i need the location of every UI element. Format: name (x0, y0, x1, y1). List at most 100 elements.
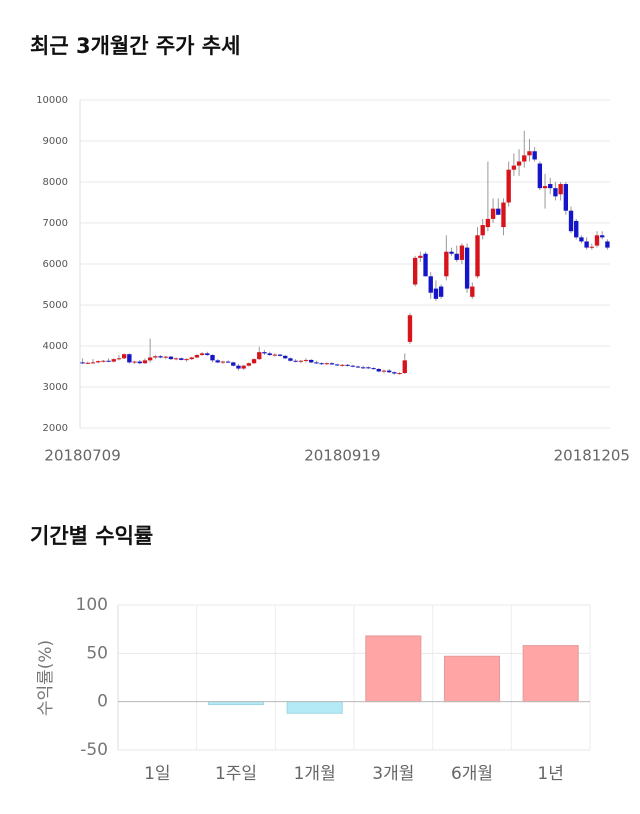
bar (286, 701, 343, 714)
candle-body (168, 356, 174, 360)
candle-body (106, 360, 111, 362)
y-tick-label: 8000 (43, 177, 68, 188)
candle-body (329, 363, 335, 365)
candle-body (116, 358, 122, 360)
candle-body (179, 358, 184, 360)
candle-body (96, 361, 101, 363)
candle-body (298, 360, 304, 362)
bar (522, 645, 579, 703)
candle-body (542, 186, 548, 189)
candle-body (464, 247, 470, 289)
candle-body (340, 364, 345, 366)
x-tick-label: 1주일 (215, 764, 257, 784)
candle-body (132, 361, 137, 363)
candle-body (527, 151, 532, 156)
y-tick-label: 9000 (43, 136, 68, 147)
candle-body (251, 359, 257, 364)
candle-body (90, 362, 96, 364)
candle-body (584, 241, 589, 248)
y-tick-label: 2000 (43, 423, 68, 434)
candle-body (428, 276, 433, 293)
candle-body (563, 184, 569, 211)
candle-body (511, 165, 517, 170)
candle-body (163, 356, 168, 358)
candle-body (589, 246, 594, 248)
candle-body (262, 352, 267, 354)
candle-body (444, 251, 449, 277)
candle-body (423, 253, 428, 277)
candle-body (153, 356, 158, 358)
candle-body (324, 363, 329, 365)
y-tick-label: 5000 (43, 300, 68, 311)
candle-body (412, 257, 418, 285)
candle-body (121, 354, 127, 359)
candle-body (277, 354, 283, 356)
candle-body (553, 188, 558, 197)
candle-body (158, 356, 163, 358)
candle-body (548, 184, 553, 189)
candle-body (215, 360, 220, 363)
candle-body (496, 208, 501, 215)
candle-body (522, 155, 527, 162)
candle-body (558, 184, 563, 195)
candle-body (85, 362, 90, 364)
candle-body (199, 353, 205, 356)
candle-body (80, 362, 85, 364)
candle-body (454, 253, 459, 260)
bar (365, 635, 422, 703)
y-tick-label: 4000 (43, 341, 68, 352)
candle-body (600, 235, 605, 238)
candle-body (345, 364, 350, 366)
candle-body (225, 361, 231, 363)
x-tick-label: 20180919 (304, 447, 380, 465)
candle-body (309, 359, 314, 363)
candle-body (568, 210, 574, 232)
candle-body (101, 360, 106, 362)
candle-body (475, 235, 480, 277)
candle-body (314, 362, 319, 364)
x-tick-label: 1개월 (294, 764, 336, 784)
candle-body (594, 235, 600, 246)
candle-body (127, 354, 132, 363)
candle-body (335, 364, 340, 366)
candle-body (189, 357, 194, 360)
y-tick-label: 0 (97, 692, 108, 712)
candle-body (241, 365, 246, 369)
candle-body (267, 353, 272, 356)
candle-body (246, 363, 252, 366)
candle-body (438, 286, 444, 297)
candle-body (532, 151, 537, 160)
x-tick-label: 20181205 (554, 447, 630, 465)
y-tick-label: 100 (76, 595, 108, 615)
candle-body (402, 360, 407, 374)
candle-body (459, 245, 465, 260)
candle-body (220, 361, 226, 363)
candle-body (137, 361, 142, 364)
candle-body (490, 208, 496, 219)
candle-body (516, 161, 522, 166)
candle-body (485, 218, 491, 228)
candle-body (407, 315, 413, 342)
candle-body (236, 365, 241, 369)
chart-title: 최근 3개월간 주가 추세 (30, 34, 240, 58)
candle-body (173, 358, 179, 360)
x-tick-label: 20180709 (44, 447, 120, 465)
candle-body (257, 352, 262, 360)
candle-body (506, 169, 511, 203)
candle-body (319, 363, 324, 365)
y-tick-label: 10000 (36, 95, 68, 106)
candle-body (350, 365, 355, 367)
candle-body (501, 202, 506, 228)
candle-body (376, 368, 381, 372)
x-tick-label: 6개월 (451, 764, 493, 784)
candle-body (303, 359, 309, 361)
y-tick-label: 3000 (43, 382, 68, 393)
candle-body (366, 367, 371, 369)
candle-body (111, 359, 116, 362)
candle-body (210, 355, 215, 361)
candle-body (142, 360, 148, 364)
y-tick-label: 50 (86, 643, 108, 663)
candle-body (449, 251, 454, 254)
candle-body (537, 163, 543, 189)
